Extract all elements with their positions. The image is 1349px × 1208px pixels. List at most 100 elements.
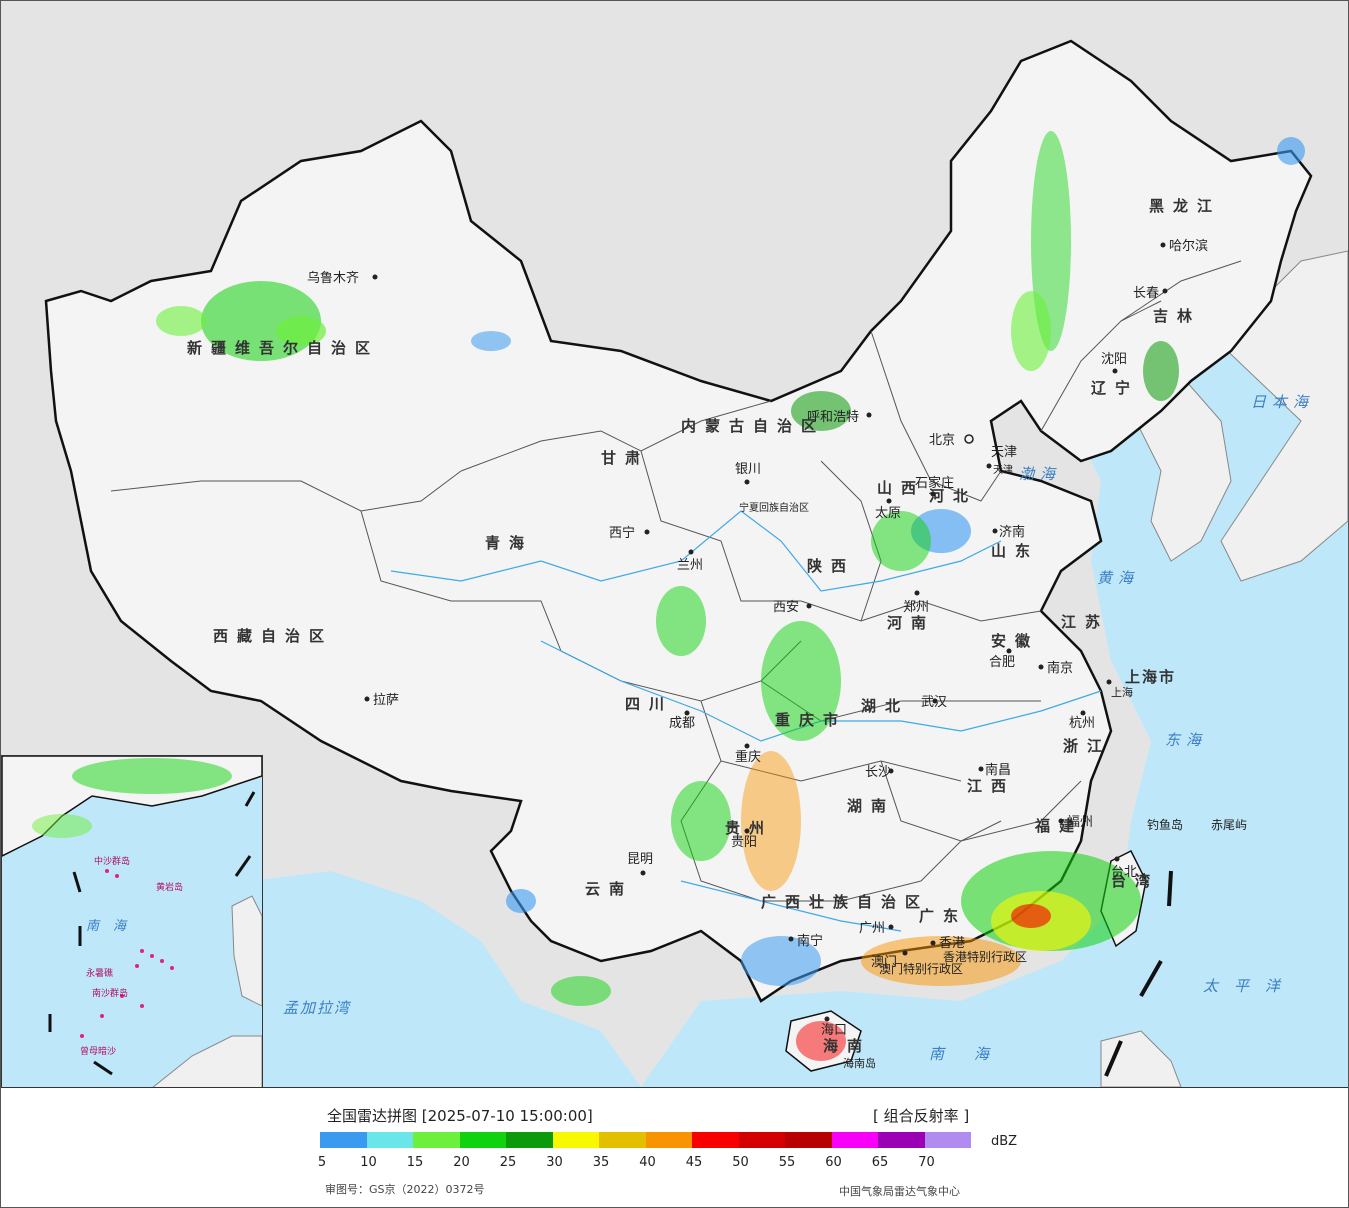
province-label: 海南	[823, 1037, 871, 1055]
color-swatch	[878, 1132, 925, 1148]
province-label: 广西壮族自治区	[761, 893, 929, 911]
sea-label: 东海	[1165, 731, 1207, 749]
province-label: 贵州	[725, 819, 773, 837]
province-label: 安徽	[991, 632, 1039, 650]
sea-label: 太平洋	[1203, 977, 1296, 995]
legend-ticks: 5 10 15 20 25 30 35 40 45 50 55 60 65 70	[1, 1155, 1348, 1175]
scale-tick-label: 45	[685, 1155, 703, 1170]
province-label: 湖南	[847, 797, 895, 815]
radar-echoes	[156, 131, 1305, 1061]
city-label: 成都	[669, 716, 695, 731]
color-swatch	[413, 1132, 460, 1148]
province-label: 重庆市	[775, 711, 847, 729]
city-label: 哈尔滨	[1169, 238, 1208, 254]
city-label: 郑州	[903, 600, 929, 615]
city-label: 南京	[1047, 660, 1073, 676]
color-swatch	[320, 1132, 367, 1148]
city-label: 杭州	[1069, 716, 1095, 731]
city-label: 银川	[735, 462, 761, 477]
inset-label: 南沙群岛	[92, 987, 128, 999]
province-label: 广东	[919, 907, 967, 925]
province-label: 江西	[967, 777, 1015, 795]
city-label: 兰州	[677, 558, 703, 573]
korea-land	[1130, 380, 1232, 562]
legend-unit: dBZ	[991, 1134, 1018, 1149]
province-label: 河北	[929, 487, 977, 505]
province-label: 陕西	[807, 557, 855, 575]
south-china-sea-inset: 南海 中沙群岛 黄岩岛 南沙群岛 永暑礁 曾母暗沙	[1, 755, 263, 1087]
city-label: 西宁	[609, 525, 635, 541]
sar-label: 香港特别行政区	[943, 949, 1027, 964]
sar-label: 澳门特别行政区	[879, 961, 963, 976]
province-label: 甘肃	[601, 449, 649, 467]
boundary-dashes	[1104, 870, 1173, 1077]
color-scale-bar	[320, 1132, 971, 1148]
city-label: 北京	[929, 433, 955, 448]
city-label: 乌鲁木齐	[307, 270, 359, 286]
color-swatch	[645, 1132, 692, 1148]
inset-echo	[32, 814, 92, 838]
sea-label: 渤海	[1019, 465, 1061, 483]
review-number: 审图号：GS京（2022）0372号	[325, 1183, 485, 1196]
province-label: 河南	[887, 614, 935, 632]
inset-philippines	[231, 895, 262, 1007]
province-label: 天津	[991, 445, 1017, 460]
inset-label: 永暑礁	[86, 967, 113, 979]
city-label: 重庆	[735, 749, 761, 765]
inset-islands	[80, 869, 174, 1038]
color-swatch	[459, 1132, 506, 1148]
province-label: 新疆维吾尔自治区	[187, 339, 379, 357]
city-label: 长沙	[865, 765, 891, 780]
scale-tick-label: 20	[453, 1155, 470, 1170]
province-label: 台湾	[1111, 872, 1159, 890]
color-swatch	[599, 1132, 646, 1148]
scale-tick-label: 10	[360, 1155, 377, 1170]
inset-label: 黄岩岛	[156, 881, 183, 893]
china-radar-map: 新疆维吾尔自治区 西藏自治区 青海 甘肃 内蒙古自治区 黑龙江 吉林 辽宁 河北…	[1, 1, 1348, 1088]
city-label: 太原	[875, 506, 901, 521]
scale-tick-label: 60	[825, 1155, 842, 1170]
scale-tick-label: 55	[778, 1155, 796, 1170]
scale-tick-label: 35	[592, 1155, 610, 1170]
province-label: 宁夏回族自治区	[739, 501, 809, 514]
color-swatch	[506, 1132, 553, 1148]
island-label: 海南岛	[843, 1056, 876, 1070]
province-label: 内蒙古自治区	[681, 417, 825, 435]
color-swatch	[738, 1132, 785, 1148]
scale-tick-label: 70	[918, 1155, 935, 1170]
sea-label: 南海	[929, 1045, 1019, 1063]
island-label: 钓鱼岛	[1147, 817, 1183, 832]
city-label: 天津	[993, 464, 1013, 476]
province-label: 四川	[625, 695, 673, 713]
province-label: 江苏	[1061, 613, 1109, 631]
legend-title: 全国雷达拼图 [2025-07-10 15:00:00]	[327, 1107, 593, 1125]
city-label: 沈阳	[1101, 352, 1127, 367]
city-label: 拉萨	[373, 693, 399, 708]
province-label: 福建	[1034, 817, 1083, 835]
city-label: 长春	[1133, 286, 1159, 301]
inset-sea-label: 南海	[86, 919, 140, 934]
city-label: 福州	[1067, 815, 1093, 830]
city-label: 贵阳	[731, 835, 757, 850]
province-label: 青海	[485, 534, 533, 552]
scale-tick-label: 15	[406, 1155, 424, 1170]
city-label: 广州	[859, 921, 885, 936]
scale-tick-label: 65	[871, 1155, 889, 1170]
credit-text: 中国气象局雷达气象中心	[839, 1185, 960, 1198]
color-swatch	[552, 1132, 599, 1148]
province-label: 山西	[877, 479, 925, 497]
inset-canvas: 南海 中沙群岛 黄岩岛 南沙群岛 永暑礁 曾母暗沙	[2, 756, 262, 1087]
province-label: 上海市	[1125, 668, 1176, 686]
sea-label: 黄海	[1097, 569, 1139, 587]
city-label: 南昌	[985, 762, 1011, 778]
scale-tick-label: 25	[499, 1155, 517, 1170]
city-markers	[364, 242, 1168, 1022]
city-label: 合肥	[989, 655, 1015, 670]
scale-tick-label: 40	[639, 1155, 656, 1170]
legend-product: [ 组合反射率 ]	[873, 1107, 970, 1125]
city-label: 西安	[773, 600, 799, 615]
color-swatch	[785, 1132, 832, 1148]
map-canvas: 新疆维吾尔自治区 西藏自治区 青海 甘肃 内蒙古自治区 黑龙江 吉林 辽宁 河北…	[44, 39, 1348, 1087]
city-label: 上海	[1111, 685, 1133, 699]
city-label: 昆明	[627, 852, 653, 867]
